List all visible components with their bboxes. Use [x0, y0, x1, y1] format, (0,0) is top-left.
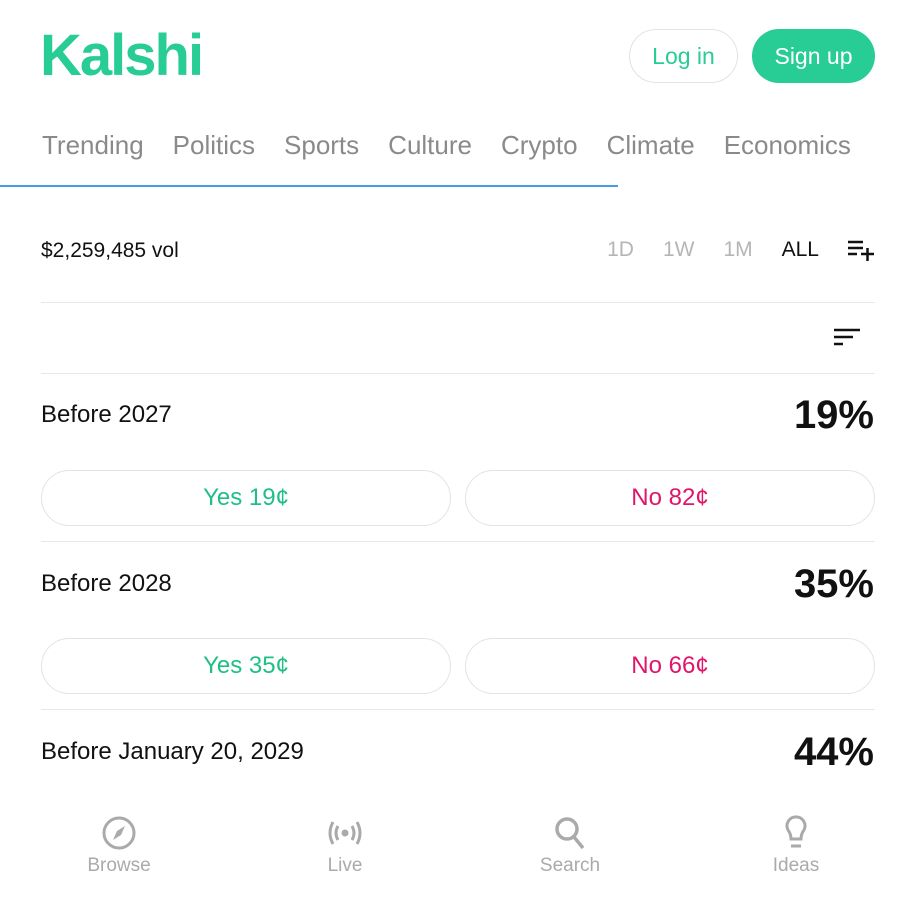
- nav-live[interactable]: Live: [285, 815, 405, 877]
- sort-icon[interactable]: [833, 327, 861, 349]
- buy-no-button[interactable]: No 66¢: [465, 638, 875, 694]
- lightbulb-icon: [785, 815, 807, 848]
- range-1w[interactable]: 1W: [662, 238, 695, 261]
- outcome-percent: 19%: [793, 393, 874, 437]
- divider: [41, 302, 875, 303]
- nav-search[interactable]: Search: [510, 815, 630, 877]
- tab-crypto[interactable]: Crypto: [501, 130, 578, 160]
- range-all[interactable]: ALL: [781, 238, 819, 261]
- broadcast-icon: [328, 821, 362, 845]
- tab-scroll-indicator: [0, 185, 618, 187]
- tab-sports[interactable]: Sports: [284, 130, 360, 160]
- nav-label: Ideas: [772, 855, 820, 876]
- outcome-title: Before 2028: [41, 570, 172, 597]
- nav-label: Live: [327, 855, 363, 876]
- nav-browse[interactable]: Browse: [59, 815, 179, 877]
- buy-no-button[interactable]: No 82¢: [465, 470, 875, 526]
- divider: [41, 373, 875, 374]
- signup-button[interactable]: Sign up: [752, 29, 875, 83]
- divider: [41, 709, 875, 710]
- search-icon: [555, 817, 585, 850]
- add-to-list-icon[interactable]: [847, 238, 875, 262]
- nav-label: Browse: [87, 855, 151, 876]
- divider: [41, 541, 875, 542]
- buy-yes-button[interactable]: Yes 35¢: [41, 638, 451, 694]
- tab-climate[interactable]: Climate: [606, 130, 695, 160]
- tab-culture[interactable]: Culture: [388, 130, 472, 160]
- range-1d[interactable]: 1D: [607, 238, 634, 261]
- outcome-title: Before 2027: [41, 401, 172, 428]
- tab-politics[interactable]: Politics: [172, 130, 256, 160]
- volume-label: $2,259,485 vol: [41, 239, 179, 262]
- category-tabs: Trending Politics Sports Culture Crypto …: [42, 130, 880, 161]
- nav-label: Search: [539, 855, 601, 876]
- compass-icon: [102, 816, 136, 850]
- outcome-percent: 44%: [793, 730, 874, 774]
- nav-ideas[interactable]: Ideas: [736, 815, 856, 877]
- outcome-percent: 35%: [793, 562, 874, 606]
- tab-trending[interactable]: Trending: [42, 130, 144, 160]
- kalshi-logo[interactable]: Kalshi: [40, 23, 204, 88]
- range-1m[interactable]: 1M: [723, 238, 753, 261]
- range-selector: 1D 1W 1M ALL: [578, 238, 875, 262]
- outcome-title: Before January 20, 2029: [41, 738, 304, 765]
- tab-economics[interactable]: Economics: [723, 130, 851, 160]
- buy-yes-button[interactable]: Yes 19¢: [41, 470, 451, 526]
- login-button[interactable]: Log in: [629, 29, 738, 83]
